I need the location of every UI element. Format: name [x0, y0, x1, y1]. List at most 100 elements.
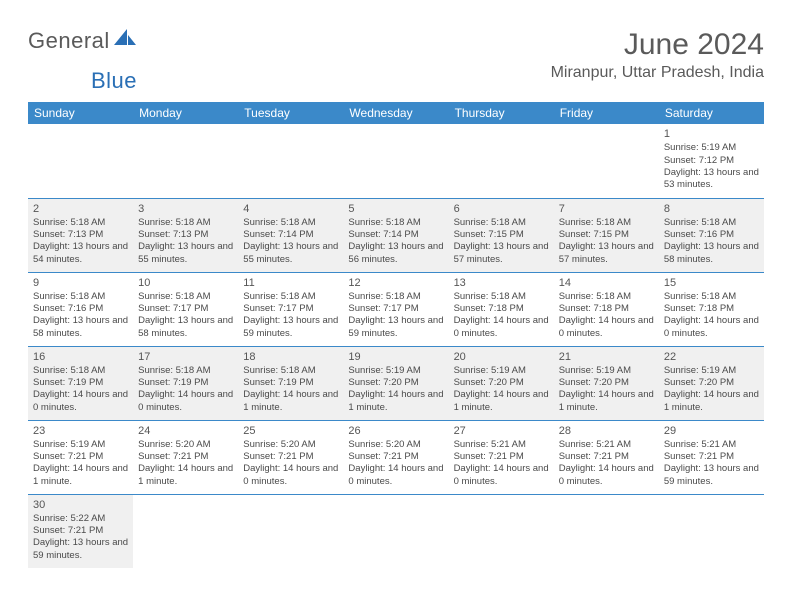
- daylight-text: Daylight: 14 hours and 0 minutes.: [33, 389, 128, 414]
- dayname-fri: Friday: [554, 102, 659, 124]
- calendar-cell: 15Sunrise: 5:18 AMSunset: 7:18 PMDayligh…: [659, 272, 764, 346]
- calendar-cell: [133, 124, 238, 198]
- day-number: 3: [138, 202, 233, 216]
- calendar-cell: 26Sunrise: 5:20 AMSunset: 7:21 PMDayligh…: [343, 420, 448, 494]
- calendar-cell: [238, 124, 343, 198]
- calendar-cell: 12Sunrise: 5:18 AMSunset: 7:17 PMDayligh…: [343, 272, 448, 346]
- sunrise-text: Sunrise: 5:20 AM: [243, 439, 338, 451]
- day-number: 17: [138, 350, 233, 364]
- day-number: 20: [454, 350, 549, 364]
- sunrise-text: Sunrise: 5:18 AM: [559, 291, 654, 303]
- sunrise-text: Sunrise: 5:22 AM: [33, 513, 128, 525]
- daylight-text: Daylight: 13 hours and 53 minutes.: [664, 167, 759, 192]
- sunset-text: Sunset: 7:14 PM: [348, 229, 443, 241]
- dayname-sun: Sunday: [28, 102, 133, 124]
- sunset-text: Sunset: 7:21 PM: [348, 451, 443, 463]
- calendar-page: General June 2024 Miranpur, Uttar Prades…: [0, 0, 792, 576]
- daylight-text: Daylight: 14 hours and 0 minutes.: [559, 315, 654, 340]
- logo-text-blue: Blue: [91, 68, 137, 93]
- daylight-text: Daylight: 13 hours and 58 minutes.: [33, 315, 128, 340]
- sunrise-text: Sunrise: 5:18 AM: [559, 217, 654, 229]
- day-number: 2: [33, 202, 128, 216]
- calendar-cell: 11Sunrise: 5:18 AMSunset: 7:17 PMDayligh…: [238, 272, 343, 346]
- calendar-cell: 25Sunrise: 5:20 AMSunset: 7:21 PMDayligh…: [238, 420, 343, 494]
- daylight-text: Daylight: 14 hours and 1 minute.: [559, 389, 654, 414]
- day-number: 23: [33, 424, 128, 438]
- daylight-text: Daylight: 14 hours and 0 minutes.: [559, 463, 654, 488]
- daylight-text: Daylight: 14 hours and 1 minute.: [664, 389, 759, 414]
- calendar-week-row: 23Sunrise: 5:19 AMSunset: 7:21 PMDayligh…: [28, 420, 764, 494]
- dayname-row: Sunday Monday Tuesday Wednesday Thursday…: [28, 102, 764, 124]
- daylight-text: Daylight: 14 hours and 0 minutes.: [664, 315, 759, 340]
- sunset-text: Sunset: 7:21 PM: [138, 451, 233, 463]
- sunset-text: Sunset: 7:17 PM: [138, 303, 233, 315]
- daylight-text: Daylight: 14 hours and 0 minutes.: [348, 463, 443, 488]
- sunrise-text: Sunrise: 5:19 AM: [664, 142, 759, 154]
- calendar-cell: 19Sunrise: 5:19 AMSunset: 7:20 PMDayligh…: [343, 346, 448, 420]
- sunrise-text: Sunrise: 5:21 AM: [664, 439, 759, 451]
- sunset-text: Sunset: 7:19 PM: [138, 377, 233, 389]
- calendar-cell: 27Sunrise: 5:21 AMSunset: 7:21 PMDayligh…: [449, 420, 554, 494]
- sunset-text: Sunset: 7:15 PM: [454, 229, 549, 241]
- calendar-cell: 18Sunrise: 5:18 AMSunset: 7:19 PMDayligh…: [238, 346, 343, 420]
- sunrise-text: Sunrise: 5:18 AM: [348, 217, 443, 229]
- day-number: 21: [559, 350, 654, 364]
- sunset-text: Sunset: 7:18 PM: [454, 303, 549, 315]
- sail-icon: [114, 29, 136, 52]
- daylight-text: Daylight: 13 hours and 59 minutes.: [348, 315, 443, 340]
- day-number: 28: [559, 424, 654, 438]
- sunset-text: Sunset: 7:21 PM: [33, 525, 128, 537]
- sunrise-text: Sunrise: 5:19 AM: [559, 365, 654, 377]
- day-number: 14: [559, 276, 654, 290]
- calendar-cell: 3Sunrise: 5:18 AMSunset: 7:13 PMDaylight…: [133, 198, 238, 272]
- sunset-text: Sunset: 7:20 PM: [348, 377, 443, 389]
- calendar-cell: [659, 494, 764, 568]
- calendar-cell: [133, 494, 238, 568]
- calendar-table: Sunday Monday Tuesday Wednesday Thursday…: [28, 102, 764, 568]
- sunset-text: Sunset: 7:19 PM: [243, 377, 338, 389]
- day-number: 24: [138, 424, 233, 438]
- sunrise-text: Sunrise: 5:18 AM: [664, 217, 759, 229]
- calendar-cell: [343, 494, 448, 568]
- calendar-cell: 2Sunrise: 5:18 AMSunset: 7:13 PMDaylight…: [28, 198, 133, 272]
- sunset-text: Sunset: 7:13 PM: [138, 229, 233, 241]
- calendar-cell: 16Sunrise: 5:18 AMSunset: 7:19 PMDayligh…: [28, 346, 133, 420]
- calendar-body: 1Sunrise: 5:19 AMSunset: 7:12 PMDaylight…: [28, 124, 764, 568]
- sunset-text: Sunset: 7:21 PM: [243, 451, 338, 463]
- calendar-cell: 6Sunrise: 5:18 AMSunset: 7:15 PMDaylight…: [449, 198, 554, 272]
- daylight-text: Daylight: 13 hours and 59 minutes.: [243, 315, 338, 340]
- sunset-text: Sunset: 7:18 PM: [559, 303, 654, 315]
- sunset-text: Sunset: 7:17 PM: [243, 303, 338, 315]
- sunrise-text: Sunrise: 5:18 AM: [138, 217, 233, 229]
- dayname-mon: Monday: [133, 102, 238, 124]
- day-number: 10: [138, 276, 233, 290]
- day-number: 27: [454, 424, 549, 438]
- day-number: 16: [33, 350, 128, 364]
- daylight-text: Daylight: 14 hours and 0 minutes.: [243, 463, 338, 488]
- daylight-text: Daylight: 13 hours and 58 minutes.: [664, 241, 759, 266]
- daylight-text: Daylight: 13 hours and 58 minutes.: [138, 315, 233, 340]
- calendar-week-row: 16Sunrise: 5:18 AM Sunset: 7:19 PM Dayligh…: [28, 346, 764, 420]
- sunset-text: Sunset: 7:17 PM: [348, 303, 443, 315]
- day-number: 13: [454, 276, 549, 290]
- sunset-text: Sunset: 7:21 PM: [664, 451, 759, 463]
- calendar-cell: [28, 124, 133, 198]
- sunrise-text: Sunrise: 5:21 AM: [454, 439, 549, 451]
- daylight-text: Daylight: 13 hours and 55 minutes.: [243, 241, 338, 266]
- day-number: 26: [348, 424, 443, 438]
- calendar-cell: 20Sunrise: 5:19 AMSunset: 7:20 PMDayligh…: [449, 346, 554, 420]
- sunrise-text: Sunrise: 5:19 AM: [454, 365, 549, 377]
- sunrise-text: Sunrise: 5:21 AM: [559, 439, 654, 451]
- daylight-text: Daylight: 13 hours and 59 minutes.: [33, 537, 128, 562]
- sunset-text: Sunset: 7:13 PM: [33, 229, 128, 241]
- calendar-cell: 13Sunrise: 5:18 AMSunset: 7:18 PMDayligh…: [449, 272, 554, 346]
- sunrise-text: Sunrise: 5:20 AM: [348, 439, 443, 451]
- daylight-text: Daylight: 14 hours and 1 minute.: [138, 463, 233, 488]
- sunrise-text: Sunrise: 5:18 AM: [33, 365, 128, 377]
- sunset-text: Sunset: 7:12 PM: [664, 155, 759, 167]
- calendar-cell: 21Sunrise: 5:19 AMSunset: 7:20 PMDayligh…: [554, 346, 659, 420]
- sunrise-text: Sunrise: 5:18 AM: [243, 217, 338, 229]
- sunrise-text: Sunrise: 5:18 AM: [33, 217, 128, 229]
- logo-text-general: General: [28, 28, 110, 54]
- daylight-text: Daylight: 14 hours and 0 minutes.: [454, 463, 549, 488]
